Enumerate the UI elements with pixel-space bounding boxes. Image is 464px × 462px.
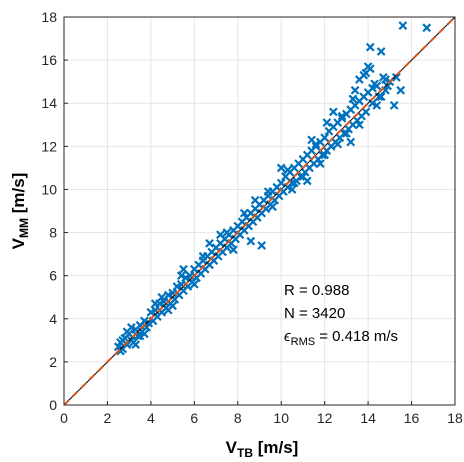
data-point [268, 202, 277, 212]
data-point [333, 139, 343, 149]
data-point [263, 187, 273, 196]
x-tick-label: 18 [447, 410, 463, 426]
data-point [135, 331, 145, 341]
x-tick-label: 6 [190, 410, 198, 426]
x-tick-label: 10 [273, 410, 289, 426]
y-tick-label: 14 [41, 95, 57, 111]
data-point [422, 23, 432, 33]
data-point [144, 318, 154, 328]
data-point [216, 230, 225, 240]
data-point [328, 107, 338, 117]
data-point [368, 83, 377, 93]
data-point [179, 264, 188, 274]
plot-frame [63, 16, 456, 406]
data-point [222, 228, 232, 237]
y-tick-label: 12 [41, 138, 57, 154]
annotation-rms: ϵRMS = 0.418 m/s [284, 328, 398, 348]
data-point [181, 273, 191, 283]
data-point [370, 79, 380, 89]
data-point [146, 307, 156, 317]
data-point [348, 94, 358, 104]
data-point [289, 178, 299, 188]
x-axis-label: VTB [m/s] [226, 438, 299, 460]
data-point [198, 251, 208, 261]
y-tick-label: 16 [41, 52, 57, 68]
data-point [157, 292, 167, 302]
data-point [168, 301, 177, 311]
data-point [350, 85, 360, 95]
fit-line [63, 16, 456, 406]
data-point [355, 120, 364, 130]
data-point [298, 172, 308, 181]
data-point [391, 72, 401, 82]
data-point [365, 42, 375, 52]
data-point [383, 81, 393, 91]
data-point [359, 70, 369, 80]
data-point [315, 159, 325, 168]
x-tick-label: 2 [104, 410, 112, 426]
y-tick-label: 18 [41, 9, 57, 25]
data-point [118, 335, 128, 345]
data-point [239, 208, 249, 218]
annotation-r: R = 0.988 [284, 282, 349, 299]
x-tick-label: 4 [147, 410, 155, 426]
x-tick-label: 0 [60, 410, 68, 426]
annotation-n: N = 3420 [284, 305, 345, 322]
y-axis-label: VMM [m/s] [9, 173, 31, 250]
data-point [320, 150, 330, 160]
data-point [320, 133, 330, 143]
x-tick-label: 8 [234, 410, 242, 426]
data-point [122, 327, 132, 337]
data-point [276, 163, 286, 173]
y-tick-label: 10 [41, 181, 57, 197]
data-point [229, 245, 238, 255]
data-point [246, 236, 256, 246]
data-point [372, 101, 382, 110]
x-tick-label: 12 [317, 410, 333, 426]
x-tick-label: 14 [360, 410, 376, 426]
data-point [376, 92, 386, 102]
data-point [322, 118, 332, 127]
y-tick-label: 6 [49, 268, 57, 284]
data-point [176, 271, 186, 281]
data-point [163, 290, 173, 300]
y-tick-label: 2 [49, 354, 57, 370]
data-point [398, 21, 408, 31]
data-point [361, 107, 371, 117]
data-point [205, 238, 214, 248]
data-point [342, 129, 351, 138]
data-point [311, 139, 321, 149]
y-tick-label: 8 [49, 225, 57, 241]
data-point [257, 241, 267, 250]
x-tick-label: 16 [404, 410, 420, 426]
data-point [276, 178, 286, 188]
data-point [283, 165, 293, 175]
data-point [389, 101, 399, 110]
data-point [376, 47, 386, 56]
data-point [189, 279, 199, 289]
data-point [131, 340, 141, 350]
data-point [396, 85, 406, 95]
data-point [378, 72, 388, 82]
y-tick-label: 0 [49, 397, 57, 413]
data-point [172, 282, 182, 291]
data-point [250, 195, 260, 205]
data-point [150, 299, 160, 309]
data-point [116, 346, 125, 356]
axis-ticks: 0 2 4 6 8 10 12 14 16 18 0 2 4 6 8 10 12 14 16 18 [41, 9, 463, 426]
data-point [337, 111, 347, 121]
data-point [346, 137, 356, 147]
data-point [287, 185, 297, 194]
data-point [363, 62, 373, 71]
y-tick-label: 4 [49, 311, 57, 327]
reference-lines [63, 16, 456, 406]
data-point [139, 329, 149, 339]
